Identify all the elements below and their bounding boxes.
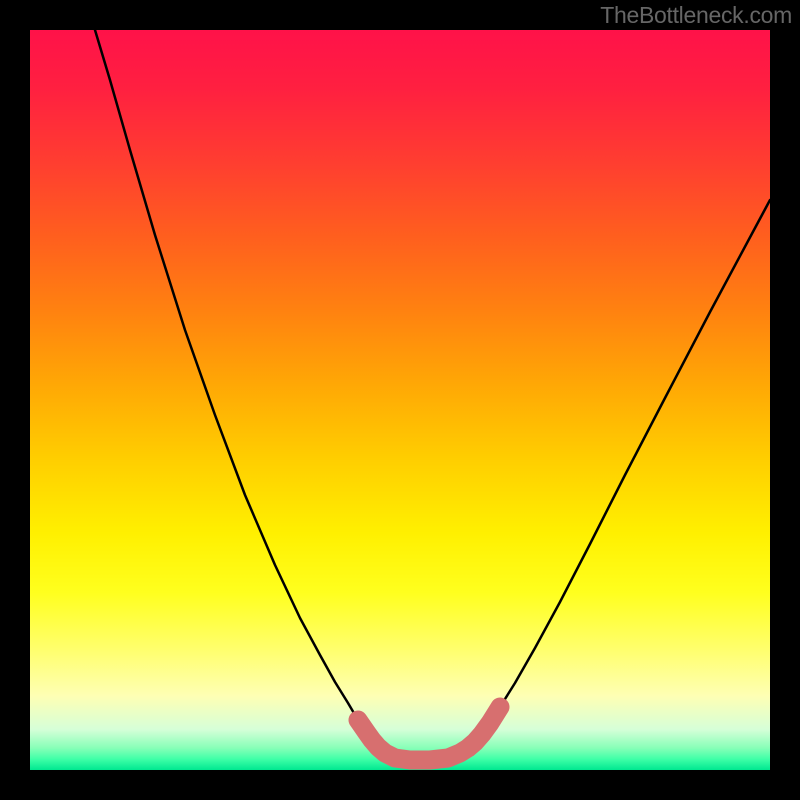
- chart-svg: [0, 0, 800, 800]
- chart-container: TheBottleneck.com: [0, 0, 800, 800]
- watermark-text: TheBottleneck.com: [600, 2, 792, 29]
